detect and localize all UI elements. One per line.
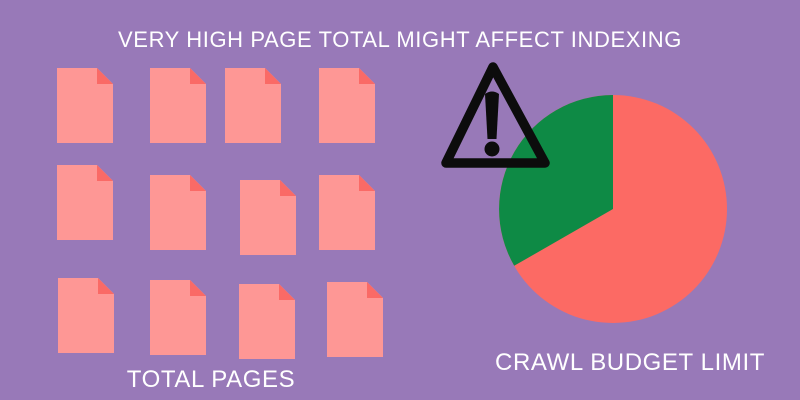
page-icon — [319, 68, 375, 143]
page-icon — [225, 68, 281, 143]
page-icon — [150, 175, 206, 250]
page-icon — [150, 68, 206, 143]
page-icon — [57, 165, 113, 240]
page-icon — [319, 175, 375, 250]
warning-icon — [441, 62, 550, 168]
page-icon — [239, 284, 295, 359]
exclamation-dot — [484, 141, 500, 157]
page-icon — [58, 278, 114, 353]
page-icon — [240, 180, 296, 255]
total-pages-grid — [57, 68, 383, 359]
warning-triangle-outline — [441, 62, 550, 168]
total-pages-label: TOTAL PAGES — [126, 366, 296, 393]
page-title: VERY HIGH PAGE TOTAL MIGHT AFFECT INDEXI… — [118, 27, 682, 52]
exclamation-bar — [485, 91, 499, 139]
page-icon — [57, 68, 113, 143]
crawl-budget-label: CRAWL BUDGET LIMIT — [495, 349, 765, 376]
page-icon — [327, 282, 383, 357]
page-icon — [150, 280, 206, 355]
